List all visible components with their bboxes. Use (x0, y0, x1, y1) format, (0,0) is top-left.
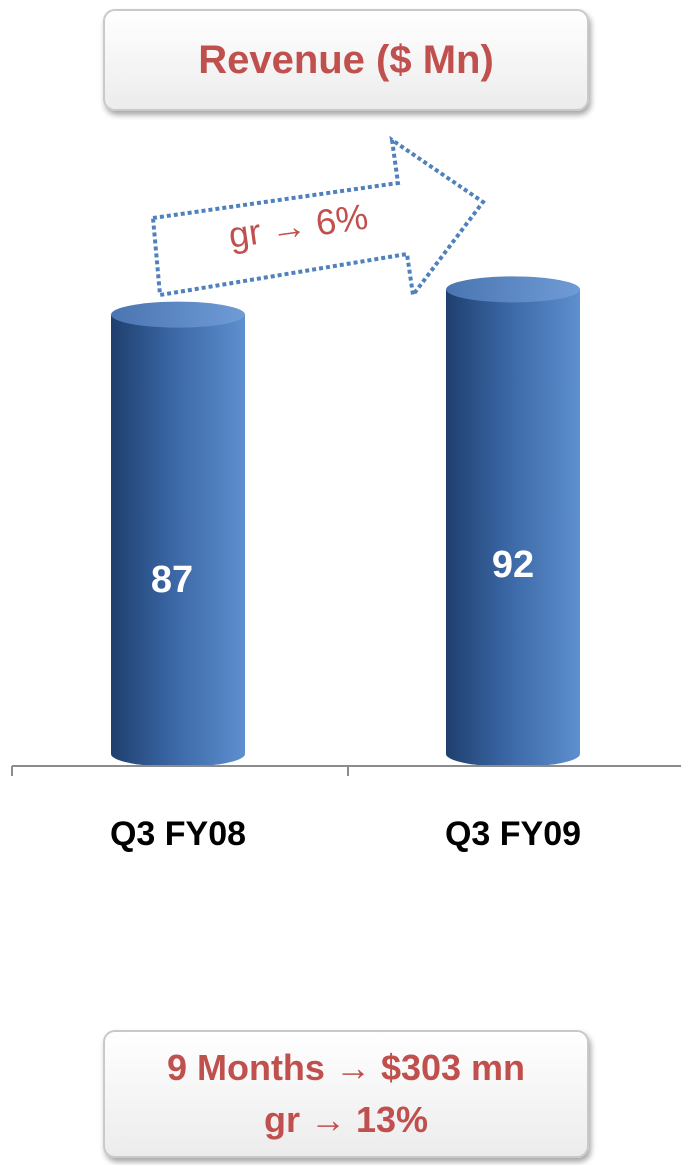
chart-title-box: Revenue ($ Mn) (103, 9, 589, 111)
summary-line-1: 9 Months → $303 mn (166, 1047, 526, 1088)
growth-arrow (150, 135, 486, 301)
summary-box: 9 Months → $303 mn gr → 13% (103, 1030, 589, 1158)
revenue-bar-chart: 87 Q3 FY08 92 Q3 FY09 gr → 6% (11, 135, 681, 853)
bar-body (111, 314, 245, 767)
bar-body (446, 289, 580, 767)
category-tick-label: Q3 FY09 (445, 815, 581, 853)
bar-top (446, 276, 580, 303)
growth-annotation: gr → 6% (226, 196, 370, 256)
chart-title: Revenue ($ Mn) (198, 37, 494, 82)
bar-q3-fy08 (111, 301, 245, 767)
bar-top (111, 301, 245, 328)
bar-value-label: 87 (151, 559, 193, 601)
summary-line-2: gr → 13% (263, 1099, 429, 1140)
bar-q3-fy09 (446, 276, 580, 767)
bar-value-label: 92 (492, 544, 534, 586)
category-tick-label: Q3 FY08 (110, 815, 246, 853)
